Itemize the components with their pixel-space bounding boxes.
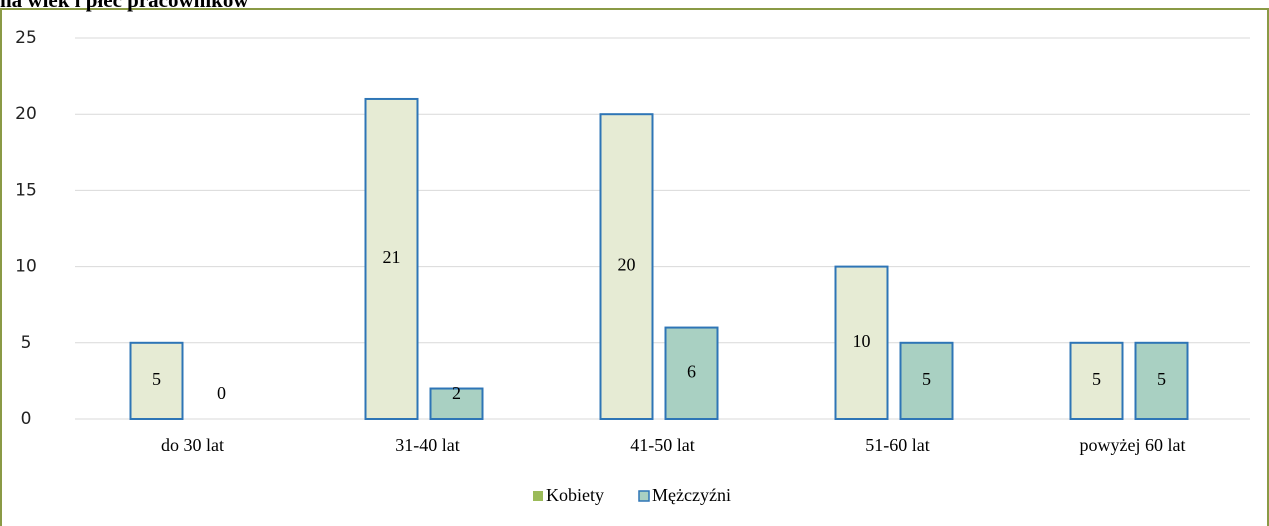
bar bbox=[129, 341, 184, 420]
legend-swatch bbox=[533, 491, 543, 501]
value-label: 20 bbox=[618, 255, 636, 275]
value-label: 5 bbox=[922, 369, 931, 389]
value-label: 2 bbox=[452, 383, 461, 403]
legend-label: Kobiety bbox=[546, 485, 604, 505]
legend-label: Mężczyźni bbox=[652, 485, 731, 505]
x-tick-label: 51-60 lat bbox=[865, 435, 930, 455]
y-tick-label: 20 bbox=[15, 104, 37, 124]
legend-swatch bbox=[638, 490, 650, 502]
y-tick-label: 25 bbox=[15, 28, 37, 48]
bar bbox=[429, 387, 484, 420]
x-tick-label: do 30 lat bbox=[161, 435, 224, 455]
y-tick-label: 5 bbox=[21, 333, 32, 353]
bar bbox=[899, 341, 954, 420]
x-tick-label: 41-50 lat bbox=[630, 435, 695, 455]
bar bbox=[664, 326, 719, 420]
value-label: 10 bbox=[853, 331, 871, 351]
bar bbox=[364, 97, 419, 421]
bar bbox=[834, 265, 889, 420]
bar bbox=[1069, 341, 1124, 420]
value-label: 5 bbox=[1092, 369, 1101, 389]
chart-frame bbox=[0, 8, 1269, 526]
value-label: 5 bbox=[152, 369, 161, 389]
value-label: 0 bbox=[217, 383, 226, 403]
chart-title: na wiek i płeć pracowników bbox=[0, 0, 249, 12]
x-tick-label: 31-40 lat bbox=[395, 435, 460, 455]
bar bbox=[599, 113, 654, 420]
value-label: 6 bbox=[687, 361, 696, 381]
x-tick-label: powyżej 60 lat bbox=[1080, 435, 1186, 455]
value-label: 21 bbox=[383, 247, 401, 267]
y-tick-label: 10 bbox=[15, 257, 37, 277]
bar bbox=[1134, 341, 1189, 420]
y-tick-label: 15 bbox=[15, 180, 37, 200]
value-label: 5 bbox=[1157, 369, 1166, 389]
y-tick-label: 0 bbox=[21, 409, 32, 429]
